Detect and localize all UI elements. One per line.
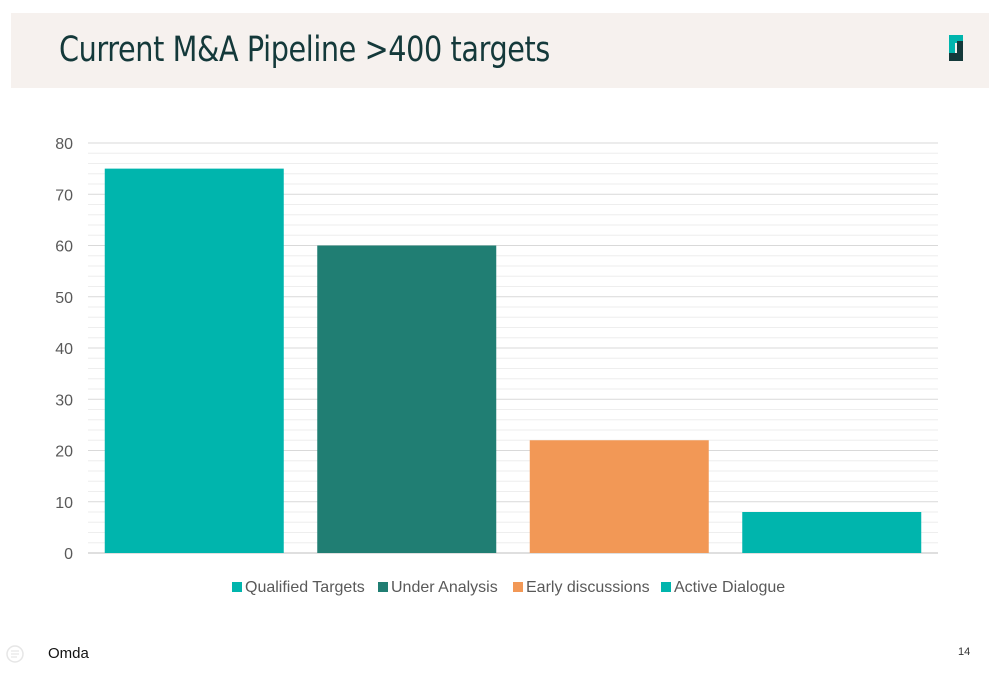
y-tick-label: 70 xyxy=(55,187,73,204)
bar-active-dialogue xyxy=(742,512,922,553)
chart-bars xyxy=(104,168,922,553)
legend-swatch xyxy=(378,582,388,592)
legend-label: Active Dialogue xyxy=(674,579,785,596)
y-tick-label: 0 xyxy=(64,546,73,563)
y-tick-label: 60 xyxy=(55,239,73,256)
bar-early-discussions xyxy=(529,440,709,553)
y-tick-label: 10 xyxy=(55,495,73,512)
legend-swatch xyxy=(513,582,523,592)
omda-logo-icon xyxy=(949,35,963,61)
chart-legend: Qualified Targets Under Analysis Early dis… xyxy=(232,579,785,596)
title-band xyxy=(11,13,989,88)
y-tick-label: 40 xyxy=(55,341,73,358)
y-tick-label: 30 xyxy=(55,392,73,409)
y-tick-label: 80 xyxy=(55,136,73,153)
legend-swatch xyxy=(661,582,671,592)
legend-label: Qualified Targets xyxy=(245,579,365,596)
chart-y-axis: 0 10 20 30 40 50 60 70 80 xyxy=(55,136,73,563)
slide-title: Current M&A Pipeline >400 targets xyxy=(59,30,550,70)
brand-name: Omda xyxy=(48,645,89,662)
legend-swatch xyxy=(232,582,242,592)
y-tick-label: 50 xyxy=(55,290,73,307)
footer-mark-icon xyxy=(6,645,24,663)
legend-label: Early discussions xyxy=(526,579,650,596)
legend-label: Under Analysis xyxy=(391,579,498,596)
bar-under-analysis xyxy=(317,245,497,553)
y-tick-label: 20 xyxy=(55,444,73,461)
page-number: 14 xyxy=(958,646,971,658)
bar-qualified-targets xyxy=(104,168,284,553)
